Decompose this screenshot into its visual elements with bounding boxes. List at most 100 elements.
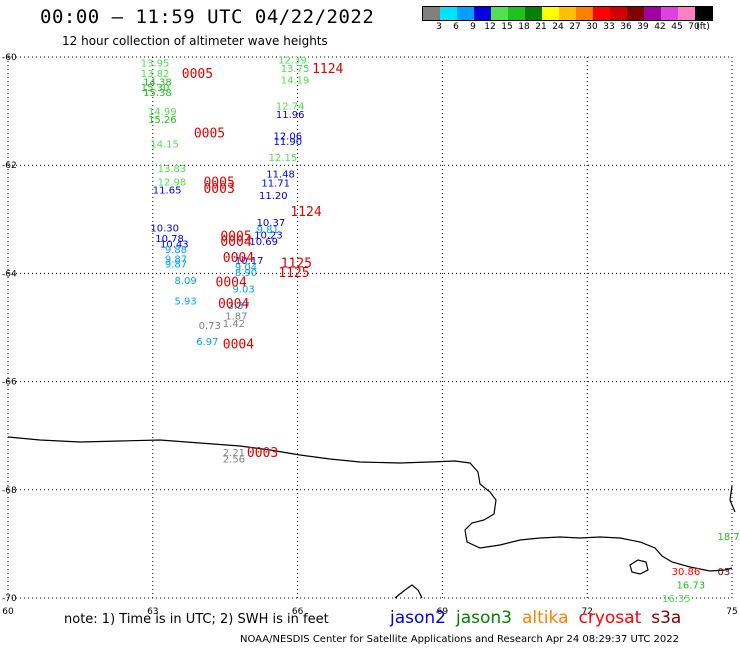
wave-height-value: 12.39 (278, 56, 307, 67)
color-scale-bar (422, 6, 713, 21)
legend-tick-label: 27 (569, 22, 581, 32)
pass-time-labels: 0005000500050003000500040004000400040004… (182, 62, 344, 461)
lat-lon-grid (7, 56, 733, 599)
legend-tick-label: 24 (552, 22, 564, 32)
wave-height-value: 10.69 (249, 237, 278, 248)
lat-tick-label: -62 (2, 161, 17, 171)
legend-tick-label: 70 (688, 22, 700, 32)
legend-swatch (542, 7, 559, 20)
pass-time-label: 0003 (247, 446, 278, 461)
legend-tick-label: 33 (603, 22, 615, 32)
pass-time-label: 0004 (216, 276, 247, 291)
wave-height-value: 5.93 (175, 296, 197, 307)
pass-time-label: 0004 (223, 338, 254, 353)
wave-height-value: 10.30 (150, 223, 179, 234)
satellite-altika: altika (522, 608, 569, 628)
wave-height-value: 8.90 (235, 268, 257, 279)
pass-time-label: 1124 (290, 205, 321, 220)
wave-height-value: 15.38 (143, 88, 172, 99)
wave-height-value: 9.03 (232, 285, 254, 296)
axis-ticks: 60 63 66 69 72 75 -60 -62 -64 -66 -68 -70 (2, 53, 738, 617)
lat-tick-label: -66 (2, 378, 17, 388)
wave-height-value: 10.37 (257, 218, 286, 229)
wave-height-value: 14.15 (150, 140, 179, 151)
units-note: note: 1) Time is in UTC; 2) SWH is in fe… (64, 612, 329, 627)
legend-tick-label: 12 (484, 22, 496, 32)
legend-swatch (474, 7, 491, 20)
wave-height-value: 13.95 (141, 58, 170, 69)
map-subtitle: 12 hour collection of altimeter wave hei… (62, 34, 328, 48)
satellite-s3a: s3a (651, 608, 682, 628)
pass-time-label: 0005 (194, 127, 225, 142)
lon-tick-label: 66 (292, 607, 304, 617)
pass-time-label: 0004 (223, 251, 254, 266)
satellite-jason3: jason3 (456, 608, 512, 628)
coastline-island (394, 584, 423, 599)
legend-swatch (491, 7, 508, 20)
legend-swatch (525, 7, 542, 20)
legend-tick-label: 45 (671, 22, 683, 32)
pass-time-label: 1124 (312, 62, 343, 77)
lon-tick-label: 75 (726, 607, 737, 617)
lon-tick-label: 69 (437, 607, 449, 617)
pass-time-label: 0004 (220, 235, 251, 250)
credit-line: NOAA/NESDIS Center for Satellite Applica… (240, 634, 679, 645)
satellite-key: jason2 jason3 altika cryosat s3a (390, 608, 691, 628)
wave-height-value: 11.90 (273, 137, 302, 148)
wave-height-value: 1.87 (225, 312, 247, 323)
legend-swatch (576, 7, 593, 20)
legend-swatch (559, 7, 576, 20)
legend-swatch (423, 7, 440, 20)
legend-tick-label: 3 (436, 22, 442, 32)
wave-height-value: 2.21 (223, 448, 245, 459)
wave-height-value: 03 (718, 567, 731, 578)
wave-height-value: 14.99 (148, 107, 177, 118)
wave-height-value: 9.04 (235, 262, 257, 273)
wave-height-value: 12.74 (276, 102, 305, 113)
legend-swatch (508, 7, 525, 20)
wave-height-value: 18.78 (718, 532, 740, 543)
legend-swatch (440, 7, 457, 20)
wave-height-value: 10.23 (254, 230, 283, 241)
pass-time-label: 0004 (218, 297, 249, 312)
legend-swatch (661, 7, 678, 20)
legend-swatch (678, 7, 695, 20)
wave-height-value: 15.26 (148, 115, 177, 126)
wave-height-value: 11.65 (153, 186, 182, 197)
wave-height-value: 12.15 (269, 153, 298, 164)
legend-tick-label: 30 (586, 22, 598, 32)
pass-time-label: 1125 (281, 257, 312, 272)
pass-time-label: 0005 (182, 67, 213, 82)
coastline-islet (629, 559, 649, 575)
wave-height-value: 3.37 (228, 301, 250, 312)
wave-height-value: 2.56 (223, 454, 245, 465)
wave-height-value: 6.97 (196, 337, 218, 348)
legend-swatch (627, 7, 644, 20)
legend-swatch (593, 7, 610, 20)
coastline-east (729, 485, 736, 513)
wave-height-value: 9.88 (165, 245, 187, 256)
coastline (7, 436, 736, 599)
legend-tick-label: 15 (501, 22, 513, 32)
wave-height-value: 14.19 (281, 76, 310, 87)
wave-height-value: 10.43 (160, 240, 189, 251)
map-title: 00:00 – 11:59 UTC 04/22/2022 (40, 6, 375, 28)
legend-tick-label: (ft) (696, 22, 710, 32)
legend-swatch (610, 7, 627, 20)
legend-swatch (644, 7, 661, 20)
wave-height-value: 16.35 (662, 594, 691, 605)
wave-height-value: 10.17 (235, 256, 264, 267)
lat-tick-label: -60 (2, 53, 17, 63)
legend-tick-label: 39 (637, 22, 649, 32)
pass-time-label: 0005 (220, 230, 251, 245)
wave-height-value: 1.42 (223, 319, 245, 330)
lon-tick-label: 60 (2, 607, 14, 617)
lat-tick-label: -70 (2, 594, 17, 604)
pass-time-label: 1125 (278, 266, 309, 281)
wave-height-value: 30.86 (672, 567, 701, 578)
wave-height-value: 13.75 (281, 64, 310, 75)
wave-height-value: 11.96 (276, 110, 305, 121)
wave-height-value: 9.81 (257, 225, 279, 236)
